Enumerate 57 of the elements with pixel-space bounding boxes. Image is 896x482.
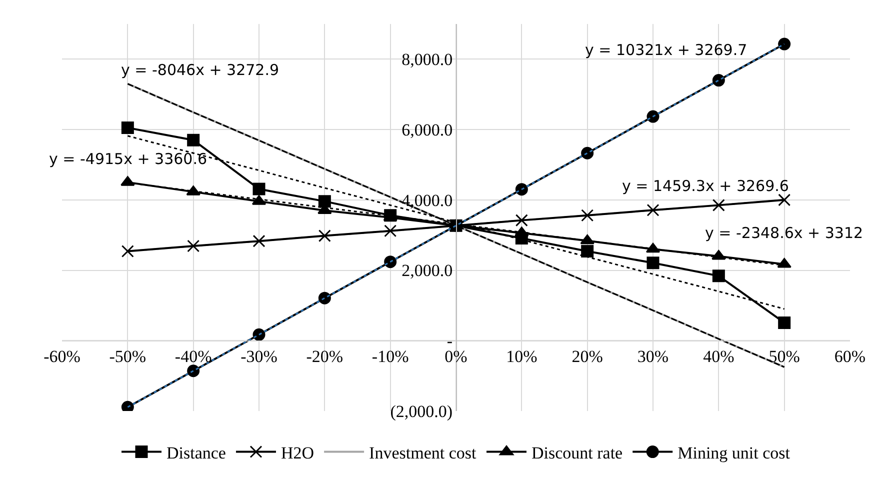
point [515, 183, 528, 196]
point [252, 182, 266, 196]
legend-label: H2O [280, 443, 314, 462]
x-tick-label: 10% [506, 347, 538, 366]
point [187, 240, 200, 252]
point [187, 364, 200, 378]
point [515, 214, 528, 227]
point [778, 38, 791, 50]
x-tick-label: 50% [768, 347, 800, 366]
y-tick-label: 4,000.0 [402, 190, 453, 210]
x-tick-label: 30% [637, 347, 669, 366]
y-tick-label: 2,000.0 [402, 261, 453, 280]
y-tick-label: 6,000.0 [402, 120, 453, 140]
x-tick-label: -30% [240, 347, 278, 366]
x-tick-label: 40% [703, 347, 734, 366]
point [778, 194, 791, 206]
y-tick-label: (2,000.0) [390, 402, 453, 421]
point [581, 245, 594, 258]
point [778, 316, 791, 329]
point [121, 245, 134, 258]
point [384, 256, 397, 268]
x-tick-label: 20% [572, 347, 603, 366]
legend-label: Discount rate [531, 443, 623, 462]
point [384, 224, 397, 238]
x-tick-label: -50% [109, 347, 146, 366]
point [121, 122, 134, 134]
point [252, 234, 266, 248]
legend-label: Mining unit cost [678, 443, 790, 462]
annotation: y = 10321x + 3269.7 [585, 41, 748, 59]
point [318, 292, 331, 304]
point [187, 134, 200, 146]
point [646, 256, 660, 270]
point [318, 195, 331, 208]
annotation: y = -2348.6x + 3312 [705, 224, 864, 242]
x-tick-label: -10% [372, 347, 409, 366]
point [712, 74, 725, 87]
x-tick-label: -60% [44, 347, 80, 366]
point [581, 209, 594, 222]
x-tick-label: -40% [174, 347, 212, 366]
annotation: y = -4915x + 3360.6 [49, 150, 208, 168]
point [252, 328, 266, 341]
x-tick-label: -20% [306, 347, 344, 366]
legend-label: Distance [166, 443, 226, 462]
point [712, 270, 725, 282]
point [646, 242, 660, 253]
point [712, 198, 725, 212]
point [646, 204, 660, 216]
legend-label: Investment cost [369, 443, 476, 462]
point [581, 146, 594, 160]
annotation: y = 1459.3x + 3269.6 [622, 177, 789, 195]
point [121, 400, 134, 411]
x-tick-label: 60% [834, 347, 866, 366]
point [580, 234, 594, 244]
point [646, 110, 660, 123]
point [318, 230, 331, 242]
y-tick-label: 8,000.0 [402, 50, 453, 70]
annotation: y = -8046x + 3272.9 [121, 61, 280, 79]
